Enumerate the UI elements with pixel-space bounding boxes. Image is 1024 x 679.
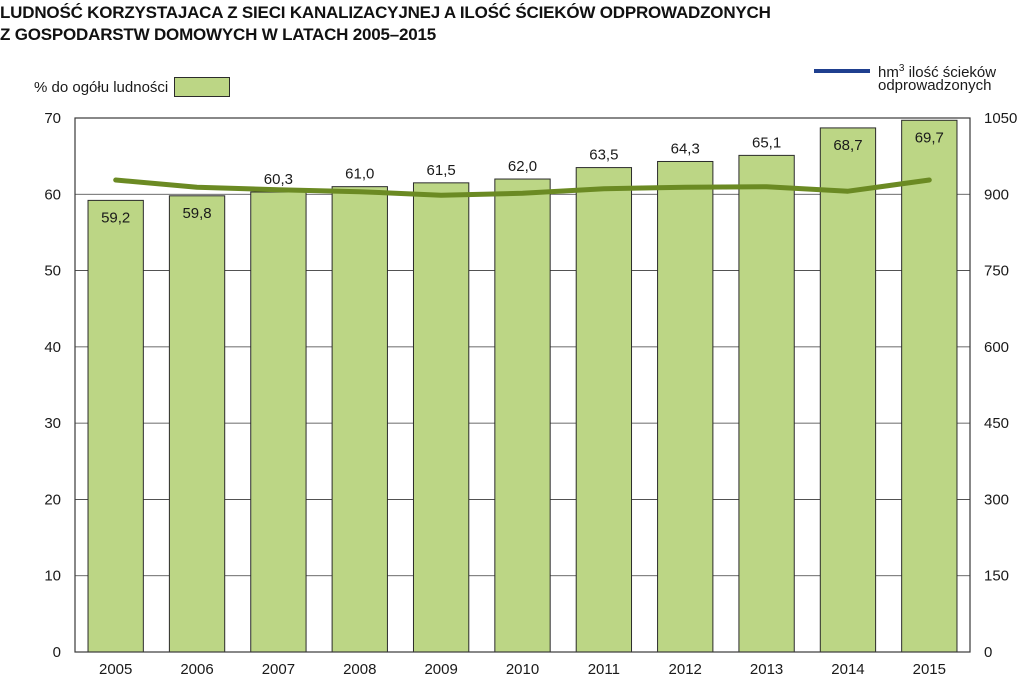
y-right-tick-label: 0 [984,644,992,661]
y-left-tick-label: 30 [44,415,61,432]
bar-data-label: 61,0 [345,166,374,183]
legend-line-unit: hm3 ilość ścieków [878,60,996,81]
y-left-tick-label: 50 [44,263,61,280]
chart-title: LUDNOŚĆ KORZYSTAJACA Z SIECI KANALIZACYJ… [0,2,1010,46]
y-axis-right: 0 150 300 450 600 750 900 1050 [984,110,1017,661]
legend-line-label-1: ilość ścieków [908,64,997,81]
bar [819,127,877,653]
x-tick-label: 2010 [506,661,539,678]
legend-line-unit-exp: 3 [898,63,905,74]
x-tick-label: 2012 [669,661,702,678]
bar [168,195,226,653]
bar-data-label: 69,7 [915,129,944,146]
legend-line-unit-base: hm [878,64,899,81]
x-tick-label: 2006 [180,661,213,678]
x-tick-label: 2008 [343,661,376,678]
plot-area-frame [74,117,971,653]
bar-data-label: 65,1 [752,134,781,151]
bar-data-label: 60,3 [264,171,293,188]
y-left-tick-label: 20 [44,491,61,508]
chart-title-line-1: LUDNOŚĆ KORZYSTAJACA Z SIECI KANALIZACYJ… [0,3,771,22]
line-series [113,177,932,198]
bar-series [87,119,958,653]
y-left-tick-label: 0 [53,644,61,661]
legend-bar-swatch [174,77,231,97]
bar [494,178,551,653]
legend-bar-label: % do ogółu ludności [34,78,169,96]
bar [331,186,388,653]
y-left-tick-label: 10 [44,568,61,585]
bar-data-label: 61,5 [427,162,456,179]
bar [901,119,958,653]
x-axis: 2005 2006 2007 2008 2009 2010 2011 2012 2013 2014… [99,661,946,678]
x-tick-label: 2009 [424,661,457,678]
y-axis-left: 0 10 20 30 40 50 60 70 [44,110,61,661]
y-left-tick-label: 70 [44,110,61,127]
y-right-tick-label: 300 [984,491,1009,508]
bar [738,154,795,653]
x-tick-label: 2014 [831,661,864,678]
legend-bar-series: % do ogółu ludności [34,76,231,98]
y-right-tick-label: 150 [984,568,1009,585]
legend-line-label-2: odprowadzonych [878,77,992,94]
chart-title-line-2: Z GOSPODARSTW DOMOWYCH W LATACH 2005–201… [0,25,437,44]
bar [250,191,307,653]
bar-data-labels: 59,2 59,8 60,3 61,0 61,5 62,0 63,5 64,3 65,1 68,7… [101,129,944,226]
y-right-tick-label: 1050 [984,110,1017,127]
y-right-tick-label: 450 [984,415,1009,432]
legend-line-label-wrap: odprowadzonych [878,77,991,94]
bar [412,182,470,653]
bar [87,199,144,653]
bar-data-label: 62,0 [508,158,537,175]
x-tick-label: 2013 [750,661,783,678]
bar-data-label: 64,3 [671,140,700,157]
x-tick-label: 2011 [588,661,620,678]
bar-data-label: 59,8 [182,205,211,222]
bar-data-label: 63,5 [589,147,618,164]
y-left-tick-label: 60 [44,186,61,203]
x-tick-label: 2007 [262,661,295,678]
bar [575,167,633,653]
bar-data-label: 59,2 [101,209,130,226]
legend-line-sample [814,69,870,73]
x-tick-label: 2005 [99,661,132,678]
y-right-tick-label: 600 [984,339,1009,356]
y-right-tick-label: 750 [984,263,1009,280]
y-left-tick-label: 40 [44,339,61,356]
bar-data-label: 68,7 [833,137,862,154]
x-tick-label: 2015 [913,661,946,678]
bar [657,160,714,653]
y-right-tick-label: 900 [984,186,1009,203]
